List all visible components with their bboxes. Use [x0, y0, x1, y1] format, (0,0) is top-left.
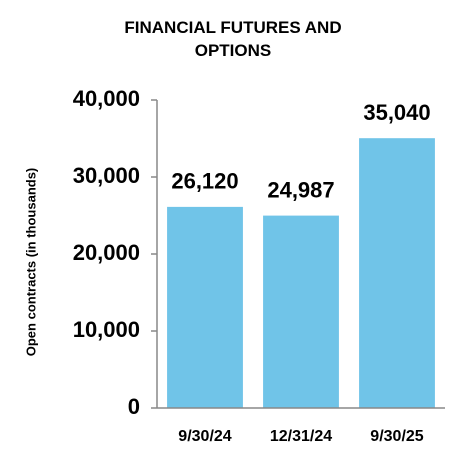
bar [359, 138, 435, 408]
y-tick-label: 40,000 [73, 86, 140, 111]
y-axis-label: Open contracts (in thousands) [23, 168, 38, 357]
bar [263, 215, 339, 408]
x-tick-label: 9/30/25 [370, 428, 423, 445]
y-tick-label: 10,000 [73, 317, 140, 342]
value-label: 24,987 [267, 177, 334, 202]
x-tick-label: 12/31/24 [270, 428, 332, 445]
chart-title: FINANCIAL FUTURES AND OPTIONS [124, 18, 342, 60]
bar [167, 206, 243, 408]
value-label: 26,120 [171, 169, 238, 194]
y-tick-label: 20,000 [73, 240, 140, 265]
value-label: 35,040 [363, 100, 430, 125]
y-tick-label: 0 [128, 394, 140, 419]
x-tick-label: 9/30/24 [178, 428, 231, 445]
y-tick-label: 30,000 [73, 163, 140, 188]
